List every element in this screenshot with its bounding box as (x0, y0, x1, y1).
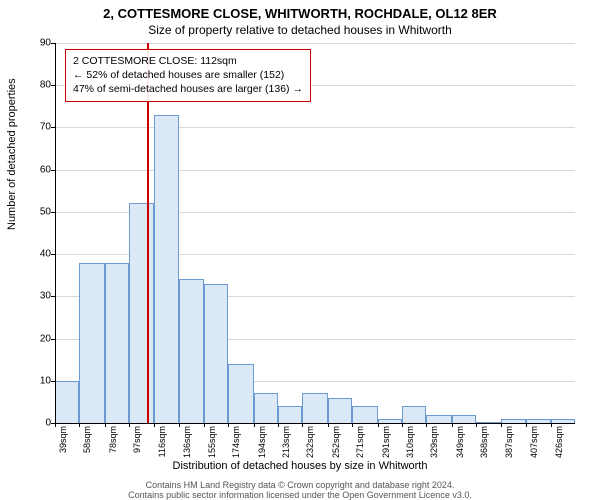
y-tick-label: 30 (21, 291, 51, 302)
page-subtitle: Size of property relative to detached ho… (0, 21, 600, 37)
footer-attribution: Contains HM Land Registry data © Crown c… (0, 480, 600, 500)
histogram-bar (426, 415, 452, 423)
annotation-line3: 47% of semi-detached houses are larger (… (73, 82, 303, 96)
annotation-line1: 2 COTTESMORE CLOSE: 112sqm (73, 54, 303, 68)
histogram-bar (328, 398, 352, 423)
y-axis-line (55, 43, 56, 423)
annotation-box: 2 COTTESMORE CLOSE: 112sqm← 52% of detac… (65, 49, 311, 102)
y-axis-label: Number of detached properties (6, 78, 18, 230)
histogram-chart: 010203040506070809039sqm58sqm78sqm97sqm1… (55, 43, 575, 423)
histogram-bar (154, 115, 180, 423)
y-tick-label: 50 (21, 206, 51, 217)
y-tick-label: 60 (21, 164, 51, 175)
footer-line2: Contains public sector information licen… (128, 490, 472, 500)
histogram-bar (402, 406, 426, 423)
y-tick-label: 80 (21, 80, 51, 91)
y-tick-label: 40 (21, 249, 51, 260)
histogram-bar (105, 263, 129, 423)
histogram-bar (179, 279, 203, 423)
y-tick-label: 20 (21, 333, 51, 344)
x-axis-line (55, 423, 575, 424)
annotation-line2: ← 52% of detached houses are smaller (15… (73, 68, 303, 82)
gridline (55, 43, 575, 44)
histogram-bar (55, 381, 79, 423)
histogram-bar (228, 364, 254, 423)
page-title: 2, COTTESMORE CLOSE, WHITWORTH, ROCHDALE… (0, 0, 600, 21)
histogram-bar (254, 393, 278, 423)
gridline (55, 127, 575, 128)
gridline (55, 170, 575, 171)
histogram-bar (352, 406, 378, 423)
histogram-bar (278, 406, 302, 423)
y-tick-label: 70 (21, 122, 51, 133)
histogram-bar (452, 415, 476, 423)
y-tick-label: 90 (21, 38, 51, 49)
y-tick-label: 0 (21, 418, 51, 429)
y-tick-label: 10 (21, 375, 51, 386)
histogram-bar (79, 263, 105, 423)
histogram-bar (129, 203, 153, 423)
footer-line1: Contains HM Land Registry data © Crown c… (146, 480, 455, 490)
histogram-bar (302, 393, 328, 423)
histogram-bar (204, 284, 228, 423)
x-axis-label: Distribution of detached houses by size … (0, 460, 600, 472)
